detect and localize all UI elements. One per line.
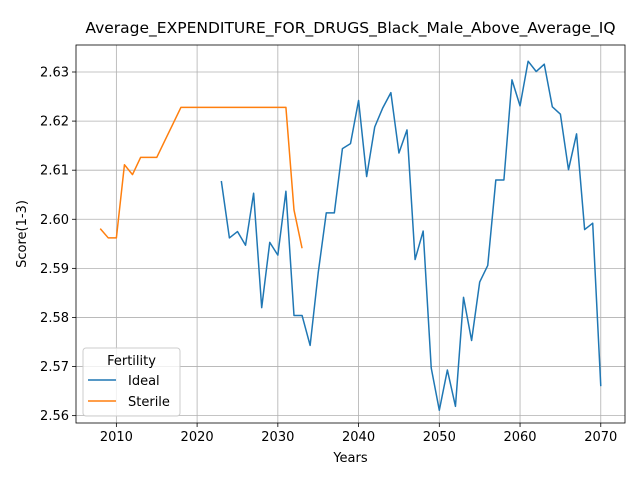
- y-tick-label: 2.61: [40, 164, 69, 179]
- legend-box: [82, 347, 181, 417]
- legend-label-sterile: Sterile: [128, 395, 170, 410]
- legend: Fertility Ideal Sterile: [82, 347, 181, 417]
- y-tick-label: 2.60: [40, 213, 69, 228]
- x-tick-label: 2020: [181, 430, 214, 445]
- plot-frame: [75, 44, 626, 424]
- y-axis: 2.56 2.57 2.58 2.59 2.60 2.61 2.62 2.63: [40, 66, 76, 424]
- x-axis-label: Years: [332, 451, 368, 466]
- chart-title: Average_EXPENDITURE_FOR_DRUGS_Black_Male…: [85, 19, 615, 38]
- x-tick-label: 2060: [503, 430, 536, 445]
- series-line-ideal: [220, 60, 602, 411]
- x-tick-label: 2040: [342, 430, 375, 445]
- x-tick-label: 2010: [100, 430, 133, 445]
- series-line-sterile: [99, 106, 303, 249]
- x-tick-label: 2070: [584, 430, 617, 445]
- x-tick-label: 2050: [423, 430, 456, 445]
- y-tick-label: 2.58: [40, 311, 69, 326]
- legend-title: Fertility: [107, 354, 156, 369]
- legend-label-ideal: Ideal: [128, 374, 160, 389]
- x-axis: 2010 2020 2030 2040 2050 2060 2070: [100, 423, 617, 445]
- y-tick-label: 2.62: [40, 115, 69, 130]
- y-axis-label: Score(1-3): [15, 200, 30, 268]
- y-tick-label: 2.63: [40, 66, 69, 81]
- y-tick-label: 2.59: [40, 262, 69, 277]
- y-tick-label: 2.56: [40, 409, 69, 424]
- series-layer: [99, 60, 602, 411]
- y-tick-label: 2.57: [40, 360, 69, 375]
- x-tick-label: 2030: [261, 430, 294, 445]
